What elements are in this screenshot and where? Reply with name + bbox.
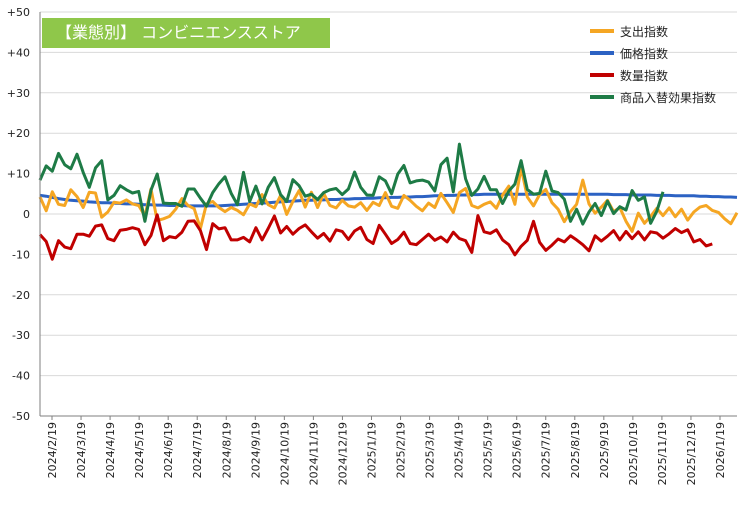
chart-title: 【業態別】 コンビニエンスストア (42, 18, 330, 48)
series-lines (38, 142, 739, 261)
legend-label-price: 価格指数 (620, 46, 669, 61)
legend-item-price: 価格指数 (590, 42, 716, 64)
y-tick-label: 0 (23, 208, 30, 221)
legend-swatch-quantity (590, 73, 614, 77)
y-tick-label: +20 (7, 127, 30, 140)
legend-label-replacement: 商品入替効果指数 (620, 90, 717, 105)
x-tick-label: 2024/2/19 (46, 422, 59, 478)
y-tick-label: -50 (12, 410, 30, 423)
axes (39, 12, 737, 417)
y-tick-label: +10 (7, 168, 30, 181)
x-tick-label: 2024/6/19 (162, 422, 175, 478)
x-tick-label: 2025/12/19 (685, 422, 698, 485)
x-tick-label: 2025/8/19 (569, 422, 582, 478)
series-line-2 (38, 213, 713, 261)
x-tick-label: 2026/1/19 (714, 422, 727, 478)
legend-swatch-spending (590, 29, 614, 33)
chart-legend: 支出指数 価格指数 数量指数 商品入替効果指数 (590, 20, 716, 108)
x-tick-label: 2024/9/19 (249, 422, 262, 478)
y-tick-label: +40 (7, 46, 30, 59)
legend-item-replacement: 商品入替効果指数 (590, 86, 716, 108)
x-tick-label: 2025/2/19 (395, 422, 408, 478)
y-tick-label: -40 (12, 370, 30, 383)
x-tick-label: 2024/10/19 (278, 422, 291, 485)
x-tick-label: 2024/3/19 (75, 422, 88, 478)
x-tick-label: 2025/6/19 (511, 422, 524, 478)
legend-swatch-replacement (590, 95, 614, 99)
y-tick-label: +50 (7, 6, 30, 19)
legend-item-quantity: 数量指数 (590, 64, 716, 86)
x-tick-label: 2025/5/19 (482, 422, 495, 478)
y-tick-label: +30 (7, 87, 30, 100)
x-tick-label: 2024/11/19 (307, 422, 320, 485)
x-tick-label: 2025/1/19 (365, 422, 378, 478)
legend-swatch-price (590, 51, 614, 55)
y-axis-tick-labels: +50 +40 +30 +20 +10 0 -10 -20 -30 -40 -50 (7, 6, 30, 423)
y-tick-label: -20 (12, 289, 30, 302)
legend-label-spending: 支出指数 (620, 24, 669, 39)
x-tick-label: 2024/4/19 (104, 422, 117, 478)
x-tick-label: 2025/11/19 (656, 422, 669, 485)
legend-item-spending: 支出指数 (590, 20, 716, 42)
y-tick-label: -10 (12, 248, 30, 261)
x-tick-label: 2025/4/19 (453, 422, 466, 478)
x-tick-label: 2024/12/19 (336, 422, 349, 485)
x-tick-label: 2025/9/19 (598, 422, 611, 478)
x-tick-label: 2025/10/19 (627, 422, 640, 485)
x-tick-label: 2025/7/19 (540, 422, 553, 478)
legend-label-quantity: 数量指数 (620, 68, 669, 83)
series-line-3 (38, 142, 665, 226)
x-axis-tick-labels: 2024/2/19 2024/3/19 2024/4/19 2024/5/19 2024… (46, 416, 727, 485)
y-tick-label: -30 (12, 329, 30, 342)
x-tick-label: 2024/5/19 (133, 422, 146, 478)
x-tick-label: 2024/7/19 (191, 422, 204, 478)
x-tick-label: 2025/3/19 (424, 422, 437, 478)
x-tick-label: 2024/8/19 (220, 422, 233, 478)
